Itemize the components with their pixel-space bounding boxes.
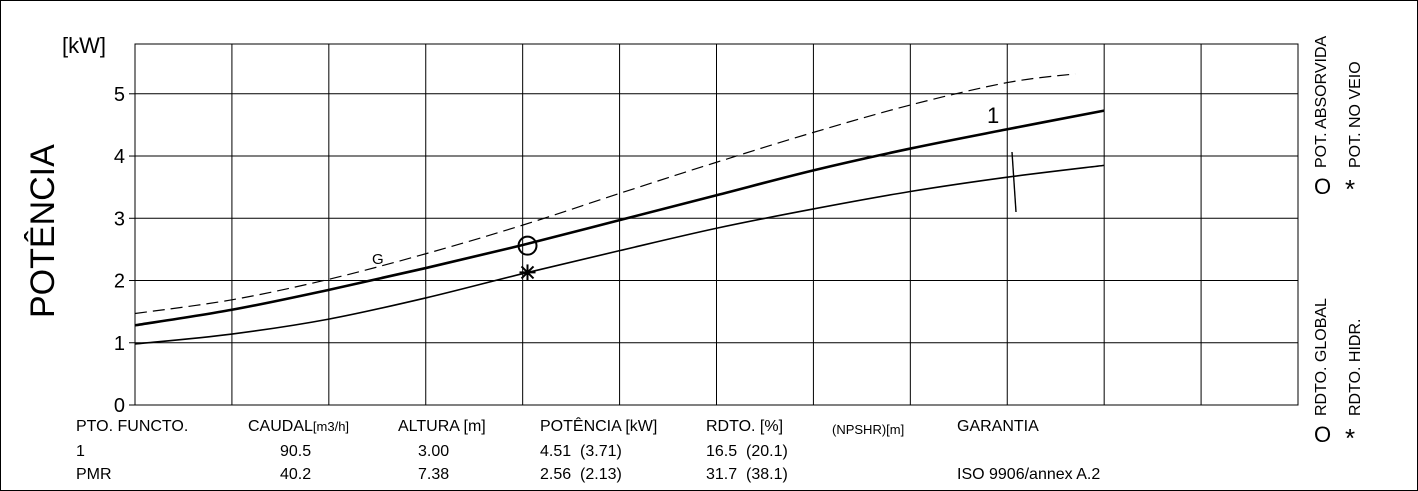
row2-caudal: 40.2 [280,466,312,483]
chart-grid [129,43,1299,406]
legend-asterisk-symbol-bottom: * [1345,423,1356,453]
y-tick-label: 1 [114,333,125,355]
header-caudal: CAUDAL[m3/h] [248,418,349,436]
curve-dashed [134,73,1076,315]
legend-circle-symbol-bottom: O [1314,422,1332,447]
row2-pto: PMR [76,466,112,483]
asterisk-stroke [520,265,535,280]
legend-rdto-hidr: RDTO. HIDR. [1347,318,1364,416]
chart-curves [134,73,1105,345]
y-tick-labels: 0 1 2 3 4 5 [114,84,125,417]
row2-altura: 7.38 [418,466,450,483]
y-tick-label: 0 [114,395,125,417]
legend-asterisk-symbol-top: * [1345,174,1356,204]
header-pto-functo: PTO. FUNCTO. [76,418,189,435]
row1-potencia: 4.51 (3.71) [540,443,622,460]
row1-altura: 3.00 [418,443,450,460]
chart-markers [517,235,538,281]
guarantee-tick [1011,151,1017,213]
y-tick-label: 5 [114,84,125,106]
legend-pot-absorvida: POT. ABSORVIDA [1313,35,1330,168]
header-altura: ALTURA [m] [398,418,486,435]
operating-point-circle [517,235,538,256]
legend-pot-no-veio: POT. NO VEIO [1347,61,1364,168]
row2-potencia: 2.56 (2.13) [540,466,622,483]
curve-thin [134,164,1105,345]
header-caudal-label: CAUDAL [248,418,313,435]
curve-label-g: G [372,251,384,268]
header-npshr: (NPSHR)[m] [832,422,905,437]
header-caudal-unit: [m3/h] [312,419,350,434]
legend-circle-symbol-top: O [1314,174,1332,199]
header-potencia: POTÊNCIA [kW] [540,418,658,435]
legend-rdto-global: RDTO. GLOBAL [1313,298,1330,416]
header-garantia: GARANTIA [957,418,1039,435]
operating-point-asterisk [519,264,536,281]
curve-thick [134,109,1105,327]
row1-caudal: 90.5 [280,443,312,460]
row1-rdto: 16.5 (20.1) [706,443,788,460]
y-tick-label: 2 [114,271,125,293]
y-tick-label: 3 [114,208,125,230]
row2-garantia: ISO 9906/annex A.2 [957,466,1101,483]
header-rdto: RDTO. [%] [706,418,784,435]
y-axis-unit: [kW] [62,33,106,58]
y-tick-label: 4 [114,146,125,168]
row1-pto: 1 [76,443,85,460]
y-axis-title: POTÊNCIA [24,144,62,318]
row2-rdto: 31.7 (38.1) [706,466,788,483]
curve-label-1: 1 [987,103,1000,128]
